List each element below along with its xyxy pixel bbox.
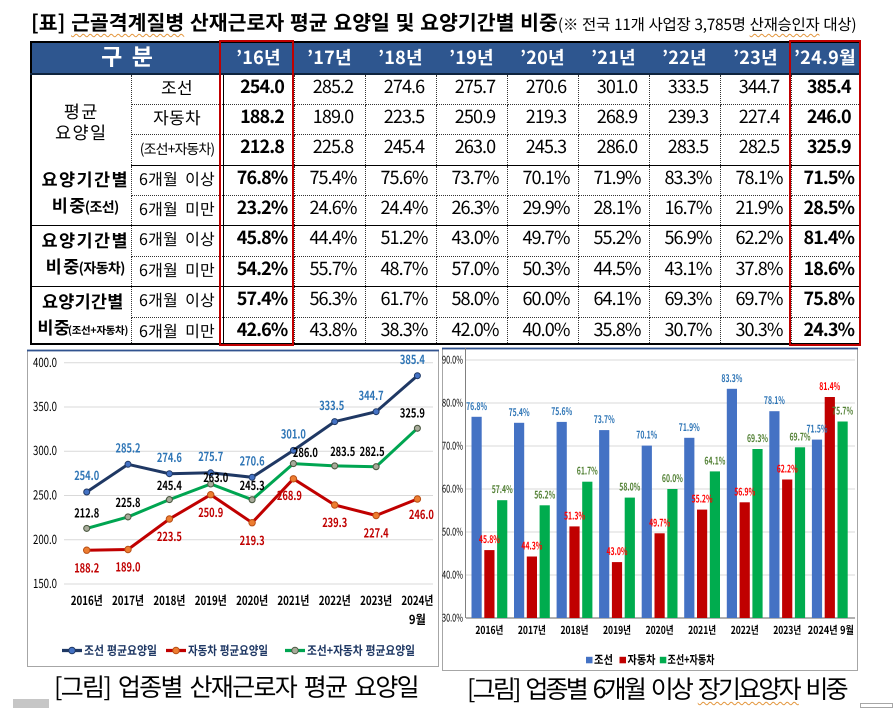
svg-text:2018년: 2018년	[153, 590, 185, 609]
svg-text:조선+자동차 평균요양일: 조선+자동차 평균요양일	[307, 640, 415, 659]
svg-text:275.7: 275.7	[198, 446, 223, 465]
svg-text:56.9%: 56.9%	[734, 484, 755, 499]
svg-text:189.0: 189.0	[116, 557, 141, 576]
svg-text:40.0%: 40.0%	[442, 568, 463, 583]
svg-text:2023년: 2023년	[773, 622, 801, 638]
svg-text:58.0%: 58.0%	[619, 480, 640, 495]
svg-text:71.9%: 71.9%	[679, 420, 700, 435]
svg-text:250.0: 250.0	[33, 485, 57, 504]
svg-text:270.6: 270.6	[240, 451, 265, 470]
svg-text:75.4%: 75.4%	[509, 405, 530, 420]
svg-text:2022년: 2022년	[319, 590, 351, 609]
svg-text:350.0: 350.0	[33, 396, 57, 415]
svg-text:150.0: 150.0	[33, 573, 57, 592]
svg-text:200.0: 200.0	[33, 529, 57, 548]
svg-text:69.3%: 69.3%	[747, 431, 768, 446]
svg-text:274.6: 274.6	[157, 447, 182, 466]
svg-text:75.7%: 75.7%	[832, 404, 853, 419]
svg-text:254.0: 254.0	[74, 465, 99, 484]
svg-text:81.4%: 81.4%	[819, 379, 840, 394]
svg-text:49.7%: 49.7%	[649, 515, 670, 530]
svg-text:69.7%: 69.7%	[790, 429, 811, 444]
svg-text:2019년: 2019년	[195, 590, 227, 609]
svg-text:조선 평균요양일: 조선 평균요양일	[84, 640, 157, 659]
svg-text:2021년: 2021년	[688, 622, 716, 638]
svg-text:71.5%: 71.5%	[807, 422, 828, 437]
svg-text:2019년: 2019년	[603, 622, 631, 638]
svg-text:245.4: 245.4	[157, 475, 182, 494]
svg-text:62.2%: 62.2%	[777, 462, 798, 477]
svg-text:조선+자동차: 조선+자동차	[668, 651, 715, 668]
svg-text:73.7%: 73.7%	[594, 412, 615, 427]
svg-text:55.2%: 55.2%	[692, 492, 713, 507]
svg-text:333.5: 333.5	[319, 395, 344, 414]
svg-text:64.1%: 64.1%	[704, 453, 725, 468]
svg-text:285.2: 285.2	[116, 438, 141, 457]
svg-text:45.8%: 45.8%	[479, 532, 500, 547]
svg-text:344.7: 344.7	[359, 385, 384, 404]
svg-text:263.0: 263.0	[203, 467, 228, 486]
svg-text:2017년: 2017년	[112, 590, 144, 609]
svg-text:2016년: 2016년	[475, 622, 503, 638]
svg-text:325.9: 325.9	[400, 403, 425, 422]
svg-text:90.0%: 90.0%	[442, 353, 463, 368]
svg-text:400.0: 400.0	[33, 352, 57, 371]
svg-text:2024년 9월: 2024년 9월	[808, 622, 854, 638]
svg-text:83.3%: 83.3%	[721, 371, 742, 386]
svg-text:301.0: 301.0	[281, 424, 306, 443]
svg-text:268.9: 268.9	[277, 485, 302, 504]
svg-text:2023년: 2023년	[360, 590, 392, 609]
svg-text:50.0%: 50.0%	[442, 525, 463, 540]
svg-text:385.4: 385.4	[400, 349, 425, 368]
svg-text:300.0: 300.0	[33, 440, 57, 459]
svg-text:57.4%: 57.4%	[492, 482, 513, 497]
svg-text:78.1%: 78.1%	[764, 393, 785, 408]
svg-text:70.0%: 70.0%	[442, 439, 463, 454]
svg-text:223.5: 223.5	[157, 526, 182, 545]
svg-text:245.3: 245.3	[240, 475, 265, 494]
svg-text:2016년: 2016년	[71, 590, 103, 609]
svg-text:75.6%: 75.6%	[551, 404, 572, 419]
svg-text:282.5: 282.5	[360, 441, 385, 460]
svg-text:283.5: 283.5	[330, 441, 355, 460]
svg-text:30.0%: 30.0%	[442, 611, 463, 626]
svg-text:9월: 9월	[409, 609, 426, 628]
svg-text:60.0%: 60.0%	[442, 482, 463, 497]
svg-text:2018년: 2018년	[561, 622, 589, 638]
svg-text:70.1%: 70.1%	[636, 428, 657, 443]
svg-text:자동차 평균요양일: 자동차 평균요양일	[188, 640, 268, 659]
svg-text:2024년: 2024년	[401, 590, 433, 609]
svg-text:56.2%: 56.2%	[534, 487, 555, 502]
svg-text:80.0%: 80.0%	[442, 396, 463, 411]
svg-text:자동차: 자동차	[628, 651, 656, 668]
svg-text:2020년: 2020년	[646, 622, 674, 638]
svg-text:212.8: 212.8	[74, 503, 99, 522]
svg-text:60.0%: 60.0%	[662, 471, 683, 486]
svg-text:43.0%: 43.0%	[607, 544, 628, 559]
svg-text:2022년: 2022년	[731, 622, 759, 638]
svg-text:188.2: 188.2	[74, 557, 99, 576]
svg-text:76.8%: 76.8%	[466, 399, 487, 414]
svg-text:조선: 조선	[594, 651, 613, 668]
svg-text:227.4: 227.4	[364, 523, 389, 542]
svg-text:250.9: 250.9	[198, 502, 223, 521]
svg-text:219.3: 219.3	[240, 530, 265, 549]
svg-text:2017년: 2017년	[518, 622, 546, 638]
svg-text:246.0: 246.0	[409, 504, 434, 523]
svg-text:225.8: 225.8	[116, 492, 141, 511]
svg-text:239.3: 239.3	[322, 512, 347, 531]
svg-text:2021년: 2021년	[277, 590, 309, 609]
svg-text:2020년: 2020년	[236, 590, 268, 609]
svg-text:51.3%: 51.3%	[564, 508, 585, 523]
svg-text:286.0: 286.0	[293, 442, 318, 461]
svg-text:44.3%: 44.3%	[521, 539, 542, 554]
svg-text:61.7%: 61.7%	[577, 464, 598, 479]
